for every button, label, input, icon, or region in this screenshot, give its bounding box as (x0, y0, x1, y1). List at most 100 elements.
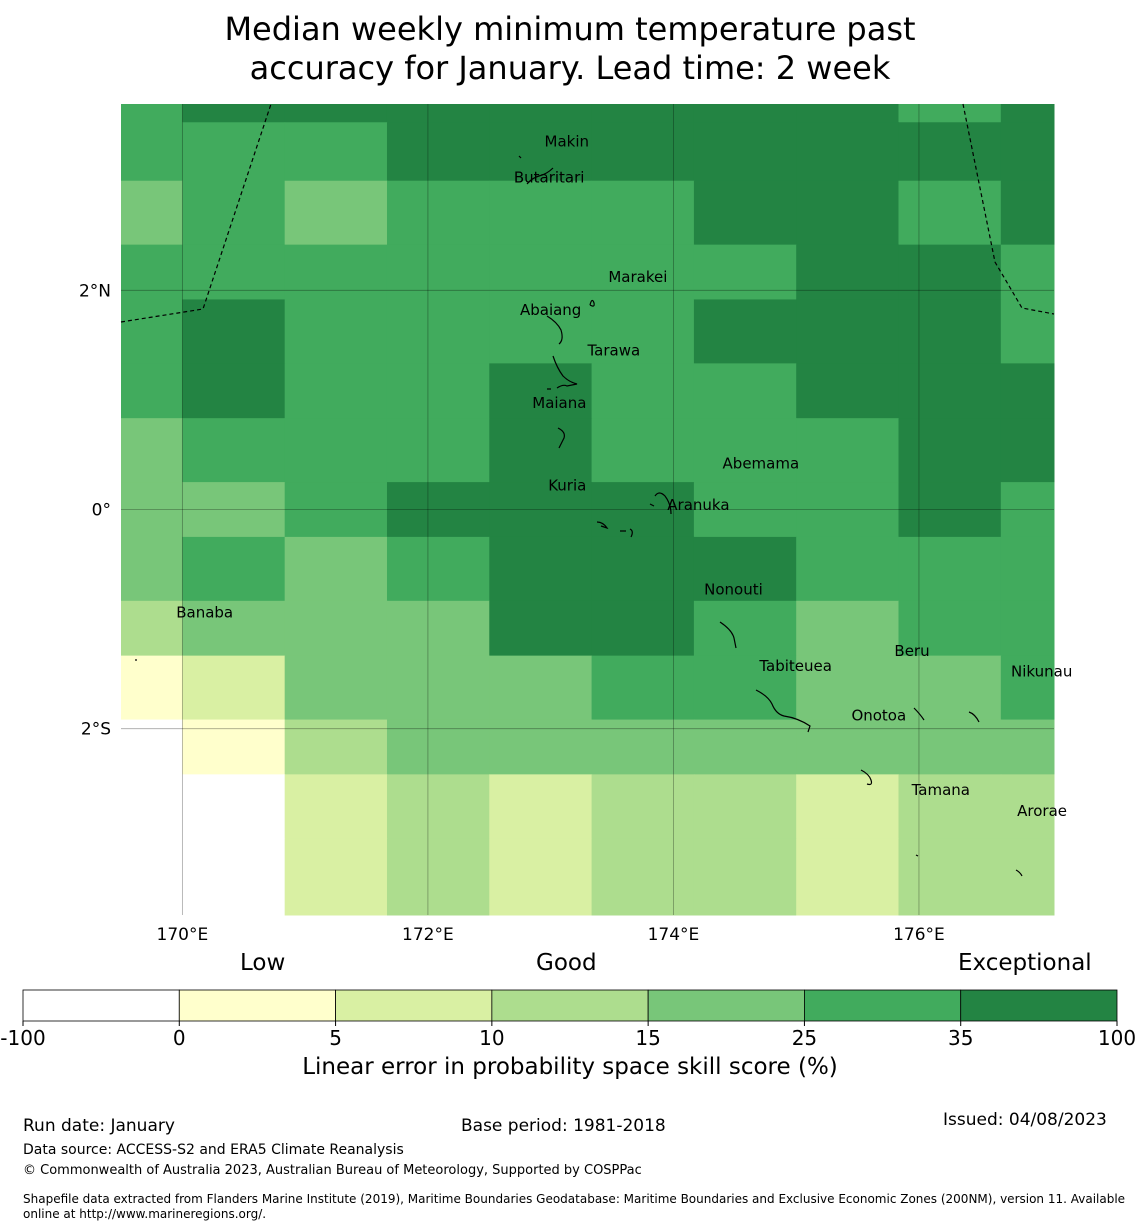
colorbar-bin (335, 989, 493, 1022)
skill-cell (284, 244, 388, 300)
skill-cell (591, 122, 695, 182)
colorbar-tick-label: 25 (792, 1026, 817, 1050)
place-label: Butaritari (514, 168, 585, 186)
skill-cell (386, 363, 490, 419)
skill-cell (386, 774, 490, 839)
shapefile-credit: Shapefile data extracted from Flanders M… (23, 1192, 1138, 1222)
skill-cell (386, 104, 490, 123)
title-line-2: accuracy for January. Lead time: 2 week (249, 49, 891, 87)
skill-cell (591, 244, 695, 300)
place-label: Nonouti (704, 581, 763, 599)
skill-cell (182, 363, 286, 419)
colorbar-tick-label: 100 (1098, 1026, 1136, 1050)
skill-cell (591, 482, 695, 538)
axis-tick-labels: 170°E 172°E 174°E 176°E 2°N 0° 2°S (79, 281, 945, 945)
run-date: Run date: January (23, 1116, 175, 1136)
skill-cell (898, 838, 1002, 916)
skill-cell (386, 838, 490, 916)
skill-cell (1000, 180, 1055, 246)
skill-cell (182, 536, 286, 602)
skill-cell (284, 774, 388, 839)
skill-cell (1000, 838, 1055, 916)
skill-cell (182, 600, 286, 657)
skill-cell (182, 299, 286, 364)
colorbar: -100 0 5 10 15 25 35 100 (0, 989, 1136, 1050)
colorbar-tick-label: -100 (0, 1026, 45, 1050)
skill-cell (121, 180, 183, 246)
skill-cell (182, 774, 286, 839)
place-label: Banaba (176, 604, 233, 622)
skill-cell (489, 838, 593, 916)
skill-cell (121, 774, 183, 839)
skill-cell (898, 122, 1002, 182)
skill-cell (796, 719, 899, 775)
aranuka-outline (620, 528, 633, 538)
copyright: © Commonwealth of Australia 2023, Austra… (23, 1163, 642, 1178)
skill-cell (489, 600, 593, 657)
colorbar-tick-label: 15 (635, 1026, 660, 1050)
skill-cell (489, 655, 593, 721)
colorbar-bin (491, 989, 649, 1022)
skill-cell (386, 418, 490, 483)
skill-cell (898, 600, 1002, 657)
colorbar-tick-label: 0 (173, 1026, 186, 1050)
skill-cell (796, 180, 899, 246)
x-tick-label: 172°E (402, 925, 454, 945)
skill-cell (121, 244, 183, 300)
skill-cell (284, 600, 388, 657)
skill-cell (591, 299, 695, 364)
place-label: Nikunau (1011, 663, 1072, 681)
skill-cell (591, 104, 695, 123)
place-label: Tabiteuea (758, 657, 832, 675)
colorbar-ticks: -100 0 5 10 15 25 35 100 (0, 1021, 1136, 1050)
title-line-1: Median weekly minimum temperature past (224, 10, 916, 48)
y-tick-label: 2°N (79, 281, 111, 301)
y-tick-label: 2°S (81, 720, 111, 740)
chart-title: Median weekly minimum temperature past a… (0, 10, 1140, 88)
skill-cell (693, 244, 797, 300)
skill-cell (693, 418, 797, 483)
eez-boundary-west (120, 103, 272, 323)
place-label: Tamana (911, 781, 970, 799)
skill-cell (1000, 122, 1055, 182)
skill-cell (591, 363, 695, 419)
skill-cell (693, 122, 797, 182)
colorbar-bin (804, 989, 962, 1022)
nonouti-outline (719, 621, 737, 649)
place-labels: Makin Butaritari Marakei Abaiang Tarawa Maian… (176, 132, 1072, 820)
skill-cell (1000, 244, 1055, 300)
skill-cell (182, 482, 286, 538)
skill-cell (693, 600, 797, 657)
skill-cell (489, 363, 593, 419)
colorbar-bins (22, 989, 1118, 1022)
colorbar-label: Linear error in probability space skill … (302, 1054, 838, 1080)
skill-cell (1000, 536, 1055, 602)
skill-cell (591, 180, 695, 246)
skill-cell (693, 655, 797, 721)
base-period: Base period: 1981-2018 (461, 1116, 666, 1136)
skill-cell (693, 299, 797, 364)
x-tick-label: 174°E (648, 925, 700, 945)
skill-cell (121, 655, 183, 721)
skill-cell (386, 122, 490, 182)
skill-cell (121, 600, 183, 657)
skill-cell (182, 104, 286, 123)
skill-cell (489, 774, 593, 839)
abaiang-outline (546, 315, 563, 345)
skill-cell (386, 244, 490, 300)
skill-cell (898, 482, 1002, 538)
x-tick-label: 170°E (157, 925, 209, 945)
skill-cell (898, 363, 1002, 419)
island-outlines (135, 155, 1023, 877)
arorae-outline (1015, 869, 1023, 877)
y-tick-label: 0° (92, 501, 111, 521)
skill-cell (1000, 363, 1055, 419)
skill-cell (284, 122, 388, 182)
place-label: Onotoa (851, 707, 906, 725)
skill-cell (489, 104, 593, 123)
nikunau-outline (968, 711, 980, 723)
skill-cell (386, 299, 490, 364)
skill-cell (898, 418, 1002, 483)
skill-cell (489, 244, 593, 300)
tamana-outline (915, 854, 919, 857)
